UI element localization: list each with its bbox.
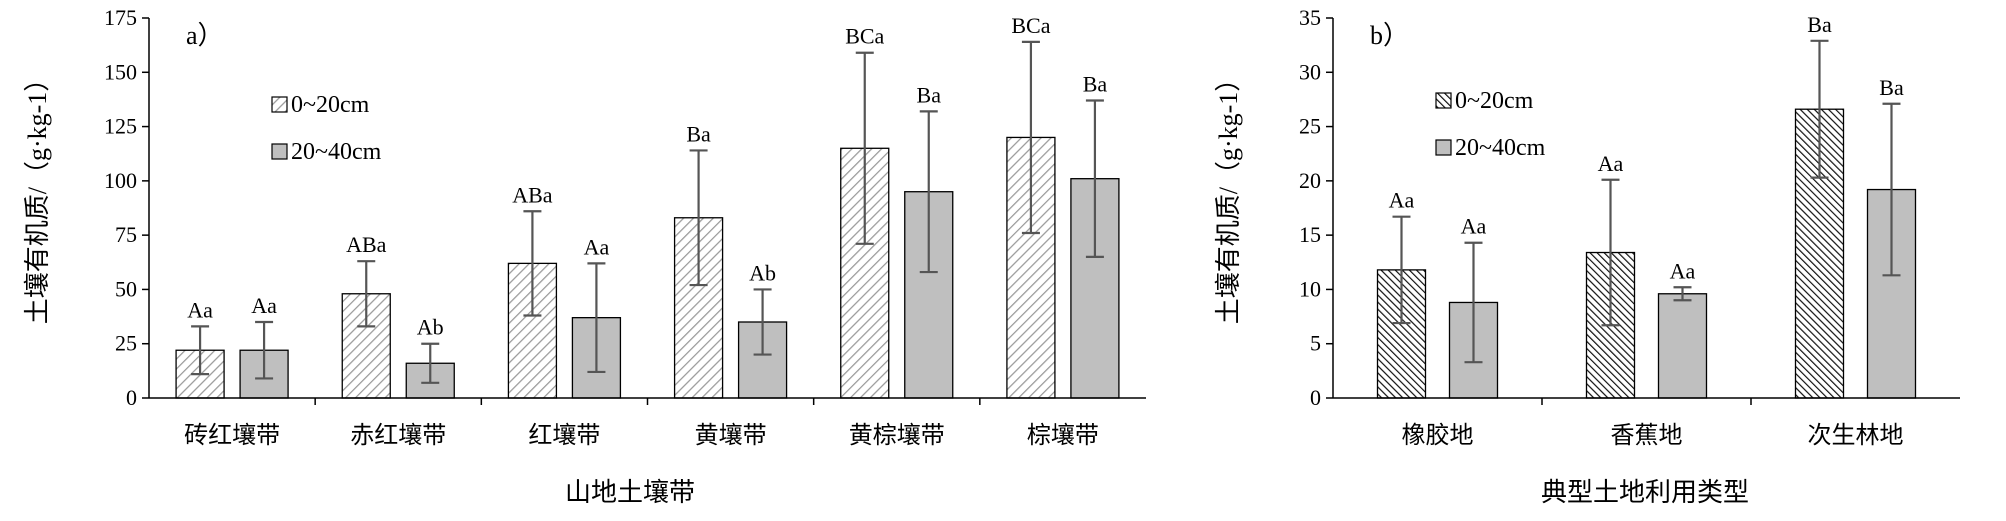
panel-a-y-tick-label: 0 [126, 385, 137, 410]
panel-a-significance-label: ABa [346, 232, 387, 257]
panel-b-significance-label: Aa [1670, 258, 1696, 283]
panel-b-legend-label-0-20cm: 0~20cm [1455, 88, 1534, 114]
panel-a-y-tick-label: 150 [104, 59, 137, 84]
panel-a-category-label: 棕壤带 [1027, 422, 1099, 449]
panel-b-y-tick-label: 30 [1299, 59, 1321, 84]
panel-b-significance-label: Aa [1598, 151, 1624, 176]
panel-a-significance-label: Ba [686, 121, 711, 146]
panel-a-category-labels: 砖红壤带 赤红壤带 红壤带 黄壤带 黄棕壤带 棕壤带 [184, 398, 1099, 449]
panel-b-chart: b） 典型土地利用类型 土壤有机质/（g·kg-1） 0 5 10 15 20 25 30 3… [1214, 5, 1960, 507]
panel-a-y-tick-label: 50 [115, 276, 137, 301]
panel-b-y-tick-label: 5 [1310, 331, 1321, 356]
panel-a-significance-label: Aa [584, 234, 610, 259]
panel-a-category-label: 砖红壤带 [184, 422, 280, 449]
panel-a-y-tick-label: 25 [115, 331, 137, 356]
panel-b-y-tick-label: 25 [1299, 114, 1321, 139]
panel-a-y-tick-label: 100 [104, 168, 137, 193]
panel-a-legend-label-20-40cm: 20~40cm [291, 139, 382, 165]
panel-a-significance-label: BCa [1011, 13, 1050, 38]
panel-a-significance-label: Ab [417, 315, 444, 340]
panel-b-legend-swatch-0-20cm [1435, 92, 1452, 109]
panel-b-significance-label: Aa [1461, 214, 1487, 239]
panel-a-y-axis-title: 土壤有机质/（g·kg-1） [23, 66, 52, 325]
panel-a-category-label: 红壤带 [528, 422, 600, 449]
panel-a-significance-label: Ab [749, 260, 776, 285]
panel-a-y-ticks: 0 25 50 75 100 125 150 175 [104, 5, 149, 410]
panel-a-y-axis-title-group: 土壤有机质/（g·kg-1） [23, 66, 52, 325]
panel-a-legend-label-0-20cm: 0~20cm [291, 92, 370, 118]
panel-b-significance-label: Ba [1879, 75, 1904, 100]
panel-a-significance-label: ABa [512, 182, 553, 207]
panel-a-significance-label: Aa [251, 293, 277, 318]
panel-b-bar-20-40cm [1657, 293, 1708, 399]
panel-a-legend-swatch-0-20cm [271, 96, 288, 113]
panel-b-y-tick-label: 0 [1310, 385, 1321, 410]
panel-a-category-label: 黄壤带 [695, 422, 767, 449]
panel-a-legend: 0~20cm 20~40cm [271, 92, 382, 165]
panel-a-tag: a） [186, 21, 224, 50]
panel-b-y-tick-label: 10 [1299, 276, 1321, 301]
panel-a-chart: a） 山地土壤带 土壤有机质/（g·kg-1） 0 25 50 75 100 125 150… [23, 5, 1146, 507]
panel-a-significance-label: Ba [1083, 72, 1108, 97]
panel-b-significance-label: Ba [1807, 12, 1832, 37]
panel-b-y-axis-title: 土壤有机质/（g·kg-1） [1214, 66, 1243, 325]
panel-a-bars: Aa Aa ABa Ab ABa Aa Ba Ab BCa Ba BCa Ba [175, 13, 1120, 399]
panel-b-y-tick-label: 15 [1299, 222, 1321, 247]
panel-b-y-tick-label: 35 [1299, 5, 1321, 30]
panel-a-legend-swatch-20-40cm [271, 143, 288, 160]
panel-b-category-labels: 橡胶地 香蕉地 次生林地 [1402, 398, 1904, 449]
panel-a-bar-0-20cm [507, 262, 558, 399]
panel-b-legend-swatch-20-40cm [1435, 139, 1452, 156]
panel-a-y-tick-label: 125 [104, 114, 137, 139]
panel-a-category-label: 黄棕壤带 [849, 422, 945, 449]
panel-a-significance-label: Aa [187, 297, 213, 322]
panel-b-x-axis-title: 典型土地利用类型 [1541, 478, 1749, 507]
panel-b-significance-label: Aa [1389, 188, 1415, 213]
panel-a-significance-label: BCa [845, 24, 884, 49]
panel-b-legend: 0~20cm 20~40cm [1435, 88, 1546, 161]
panel-b-bars: Aa Aa Aa Aa Ba Ba [1376, 12, 1917, 399]
panel-b-legend-label-20-40cm: 20~40cm [1455, 135, 1546, 161]
panel-b-y-ticks: 0 5 10 15 20 25 30 35 [1299, 5, 1333, 410]
panel-b-y-tick-label: 20 [1299, 168, 1321, 193]
panel-a-x-axis-title: 山地土壤带 [565, 478, 695, 507]
panel-b-y-axis-title-group: 土壤有机质/（g·kg-1） [1214, 66, 1243, 325]
panel-b-category-label: 次生林地 [1808, 422, 1904, 449]
panel-a-y-tick-label: 175 [104, 5, 137, 30]
panel-b-tag: b） [1370, 21, 1409, 50]
panel-b-category-label: 香蕉地 [1611, 422, 1683, 449]
panel-a-category-label: 赤红壤带 [350, 422, 446, 449]
panel-b-category-label: 橡胶地 [1402, 422, 1474, 449]
panel-a-y-tick-label: 75 [115, 222, 137, 247]
panel-a-significance-label: Ba [917, 82, 942, 107]
